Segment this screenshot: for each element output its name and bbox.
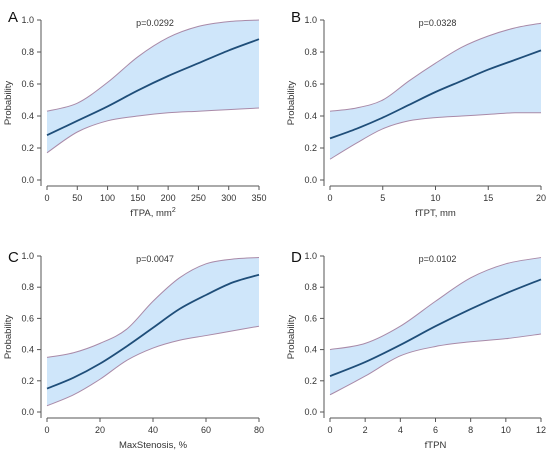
x-axis-label-superscript: 2 bbox=[172, 207, 176, 214]
y-tick-label: 0.0 bbox=[304, 407, 317, 417]
chart-panel-a: 0 50 100 150 200 250 300 350 0.0 0.2 0.4 0.6 0.8 1.0 f… bbox=[3, 9, 267, 219]
confidence-band bbox=[47, 20, 259, 153]
x-axis-label: MaxStenosis, % bbox=[119, 440, 188, 451]
y-tick-label: 0.6 bbox=[21, 79, 34, 89]
y-tick-label: 0.2 bbox=[304, 143, 317, 153]
x-tick-label: 150 bbox=[130, 193, 145, 203]
ci-upper-line bbox=[46, 257, 260, 358]
ci-upper-line bbox=[46, 19, 260, 112]
y-tick-label: 0.4 bbox=[304, 345, 317, 355]
ci-upper-line bbox=[329, 22, 542, 112]
chart-panel-c: 0 20 40 60 80 0.0 0.2 0.4 0.6 0.8 1.0 MaxStenosis, … bbox=[3, 249, 264, 451]
y-tick-label: 0.8 bbox=[304, 47, 317, 57]
y-tick-label: 0.2 bbox=[21, 376, 34, 386]
ci-upper-line bbox=[329, 257, 542, 351]
x-axis-label: fTPN bbox=[425, 440, 447, 451]
x-tick-label: 4 bbox=[398, 425, 403, 435]
x-axis-label: fTPT, mm bbox=[415, 208, 456, 219]
ci-lower-line bbox=[46, 107, 260, 154]
x-tick-label: 80 bbox=[254, 425, 264, 435]
x-tick-label: 12 bbox=[536, 425, 546, 435]
x-axis-label: fTPA, mm2 bbox=[130, 207, 176, 219]
x-tick-label: 250 bbox=[191, 193, 206, 203]
x-tick-label: 100 bbox=[100, 193, 115, 203]
x-tick-label: 300 bbox=[221, 193, 236, 203]
x-tick-label: 350 bbox=[251, 193, 266, 203]
y-axis-label: Probability bbox=[286, 81, 297, 126]
p-value-annotation: p=0.0328 bbox=[419, 18, 457, 28]
probability-line bbox=[46, 273, 260, 390]
y-tick-label: 1.0 bbox=[21, 15, 34, 25]
x-tick-label: 0 bbox=[44, 193, 49, 203]
y-axis-label: Probability bbox=[3, 315, 14, 360]
x-tick-label: 40 bbox=[148, 425, 158, 435]
y-tick-label: 0.8 bbox=[304, 282, 317, 292]
panel-label: D bbox=[291, 249, 302, 266]
x-tick-label: 0 bbox=[44, 425, 49, 435]
y-tick-label: 0.0 bbox=[304, 175, 317, 185]
x-tick-label: 50 bbox=[72, 193, 82, 203]
x-tick-label: 8 bbox=[468, 425, 473, 435]
x-tick-label: 6 bbox=[433, 425, 438, 435]
x-tick-label: 60 bbox=[201, 425, 211, 435]
x-tick-label: 20 bbox=[536, 193, 546, 203]
chart-panel-d: 0 2 4 6 8 10 12 0.0 0.2 0.4 0.6 0.8 1.0 fTPN Probabili… bbox=[286, 249, 546, 451]
y-tick-label: 0.8 bbox=[21, 282, 34, 292]
p-value-annotation: p=0.0047 bbox=[136, 254, 174, 264]
x-tick-label: 0 bbox=[327, 193, 332, 203]
probability-line bbox=[329, 49, 542, 140]
ci-lower-line bbox=[329, 333, 542, 396]
x-tick-label: 10 bbox=[501, 425, 511, 435]
y-tick-label: 0.4 bbox=[21, 111, 34, 121]
y-tick-label: 0.6 bbox=[304, 313, 317, 323]
y-tick-label: 0.8 bbox=[21, 47, 34, 57]
ci-lower-line bbox=[329, 112, 542, 160]
panel-label: A bbox=[8, 9, 18, 26]
panel-label: B bbox=[291, 9, 301, 26]
y-tick-label: 0.2 bbox=[21, 143, 34, 153]
panel-label: C bbox=[8, 249, 19, 266]
y-tick-label: 0.0 bbox=[21, 407, 34, 417]
y-tick-label: 0.4 bbox=[21, 345, 34, 355]
x-tick-label: 200 bbox=[161, 193, 176, 203]
x-tick-label: 15 bbox=[483, 193, 493, 203]
y-axis-label: Probability bbox=[286, 315, 297, 360]
y-tick-label: 0.0 bbox=[21, 175, 34, 185]
chart-panel-b: 0 5 10 15 20 0.0 0.2 0.4 0.6 0.8 1.0 fTPT, mm Probab… bbox=[286, 9, 546, 219]
y-tick-label: 1.0 bbox=[304, 251, 317, 261]
y-tick-label: 0.2 bbox=[304, 376, 317, 386]
x-tick-label: 2 bbox=[363, 425, 368, 435]
x-tick-label: 5 bbox=[380, 193, 385, 203]
probability-line bbox=[329, 278, 542, 377]
p-value-annotation: p=0.0292 bbox=[136, 18, 174, 28]
probability-line bbox=[46, 38, 260, 137]
x-tick-label: 20 bbox=[95, 425, 105, 435]
y-tick-label: 0.6 bbox=[21, 313, 34, 323]
y-tick-label: 0.6 bbox=[304, 79, 317, 89]
x-tick-label: 10 bbox=[430, 193, 440, 203]
y-axis-label: Probability bbox=[3, 81, 14, 126]
x-tick-label: 0 bbox=[327, 425, 332, 435]
y-tick-label: 1.0 bbox=[304, 15, 317, 25]
p-value-annotation: p=0.0102 bbox=[419, 254, 457, 264]
y-tick-label: 1.0 bbox=[21, 251, 34, 261]
y-tick-label: 0.4 bbox=[304, 111, 317, 121]
ci-lower-line bbox=[46, 325, 260, 407]
